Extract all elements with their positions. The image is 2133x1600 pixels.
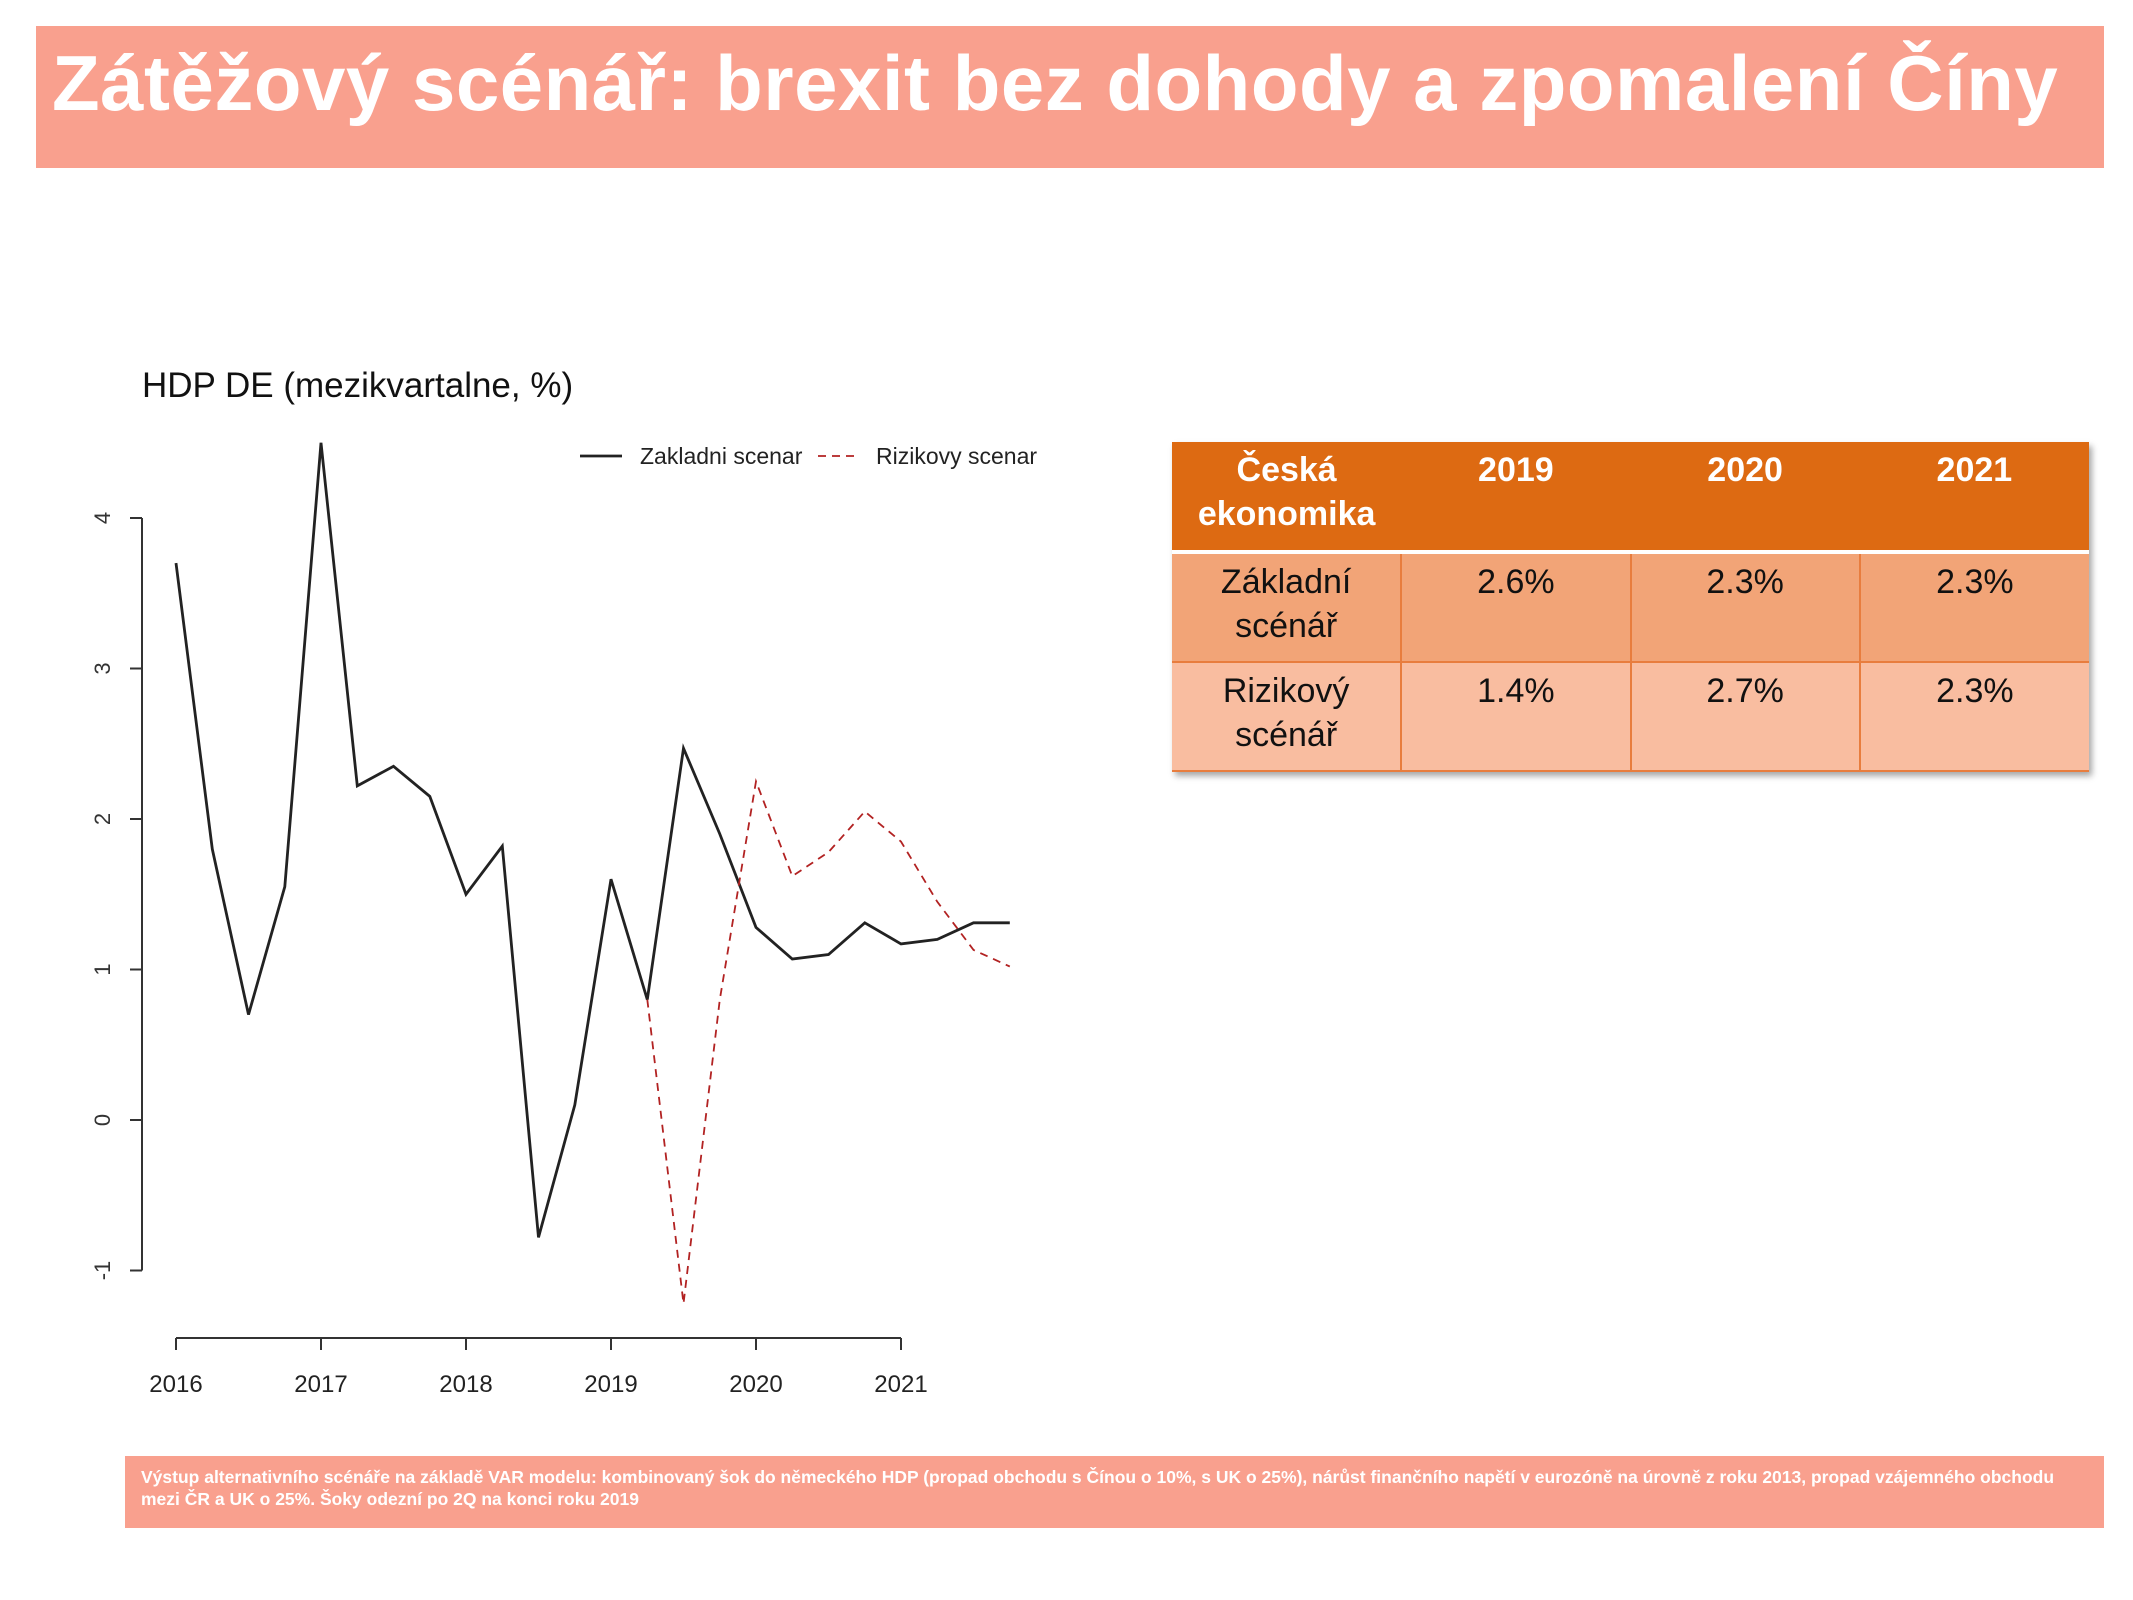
table-header-cell: 2020 xyxy=(1630,442,1860,554)
table-header-cell: Česká ekonomika xyxy=(1172,442,1402,554)
chart-title: HDP DE (mezikvartalne, %) xyxy=(142,366,574,405)
y-tick-label: 1 xyxy=(90,963,115,975)
footnote-bar: Výstup alternativního scénáře na základě… xyxy=(125,1456,2104,1528)
x-tick-label: 2020 xyxy=(729,1371,782,1398)
legend-label: Zakladni scenar xyxy=(640,443,803,469)
row-label: Rizikový scénář xyxy=(1172,662,1403,772)
table-header-cell: 2021 xyxy=(1859,442,2089,554)
legend-label: Rizikovy scenar xyxy=(876,443,1037,469)
title-bar: Zátěžový scénář: brexit bez dohody a zpo… xyxy=(36,26,2104,168)
table-row: Základní scénář 2.6% 2.3% 2.3% xyxy=(1172,552,2089,663)
table-header-row: Česká ekonomika 2019 2020 2021 xyxy=(1172,442,2089,554)
x-tick-label: 2019 xyxy=(584,1371,637,1398)
table-row: Rizikový scénář 1.4% 2.7% 2.3% xyxy=(1172,662,2089,772)
slide-title: Zátěžový scénář: brexit bez dohody a zpo… xyxy=(52,39,2059,127)
y-tick-label: -1 xyxy=(90,1261,115,1281)
table-header-cell: 2019 xyxy=(1401,442,1631,554)
table-cell: 2.6% xyxy=(1401,552,1632,663)
table-cell: 2.3% xyxy=(1859,662,2089,772)
table-cell: 1.4% xyxy=(1401,662,1632,772)
row-label: Základní scénář xyxy=(1172,552,1403,663)
series-line-risk xyxy=(646,777,1011,1304)
y-tick-label: 0 xyxy=(90,1114,115,1126)
footnote-text: Výstup alternativního scénáře na základě… xyxy=(141,1467,2055,1509)
forecast-table: Česká ekonomika 2019 2020 2021 Základní … xyxy=(1172,442,2089,772)
y-tick-label: 3 xyxy=(90,662,115,674)
x-tick-label: 2017 xyxy=(294,1371,347,1398)
table-cell: 2.3% xyxy=(1630,552,1861,663)
x-tick-label: 2016 xyxy=(149,1371,202,1398)
series-line-baseline xyxy=(174,442,1010,1238)
gdp-line-chart: -1 0 1 2 3 4 2016 2017 2018 2019 2020 2021 Zakladni… xyxy=(90,442,1037,1398)
x-tick-label: 2021 xyxy=(874,1371,927,1398)
x-tick-label: 2018 xyxy=(439,1371,492,1398)
y-tick-label: 2 xyxy=(90,813,115,825)
table-cell: 2.3% xyxy=(1859,552,2089,663)
y-tick-label: 4 xyxy=(90,512,115,524)
table-cell: 2.7% xyxy=(1630,662,1861,772)
